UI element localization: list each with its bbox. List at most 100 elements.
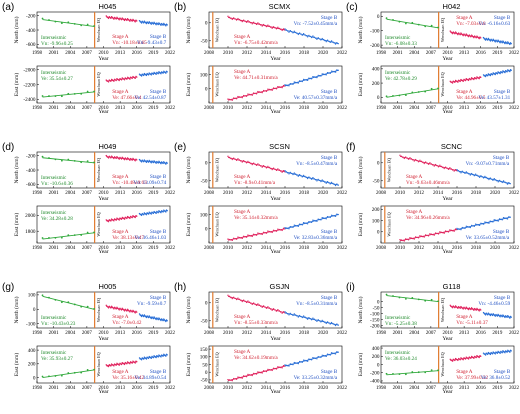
x-tick-label: 2008 (376, 246, 387, 251)
A-point (123, 19, 126, 22)
y-tick-label: 100 (200, 212, 208, 218)
y-tick-label: -200 (370, 43, 380, 49)
A-point (134, 362, 136, 364)
A-point (118, 79, 120, 82)
A-point (429, 233, 431, 235)
A-point (257, 163, 259, 165)
north-plot-frame (380, 151, 515, 189)
y-tick-label: 400 (28, 348, 36, 354)
A-point (237, 236, 239, 238)
x-tick-label: 2014 (261, 191, 272, 196)
x-tick-label: 2016 (476, 51, 487, 56)
A-point (281, 229, 283, 232)
x-tick-label: 1998 (376, 386, 387, 391)
A-point (241, 377, 243, 379)
A-point (277, 228, 279, 230)
B-point (297, 316, 299, 318)
inter-point (60, 159, 63, 162)
y-tick-label: 200 (372, 354, 380, 360)
x-tick-label: 2018 (299, 51, 310, 56)
A-title: Stage A (234, 349, 251, 355)
B-point (312, 75, 314, 78)
A-point (241, 300, 243, 303)
A-point (123, 79, 126, 81)
A-point (251, 374, 253, 377)
east-axis-label: East (mm) (13, 213, 20, 237)
A-point (462, 34, 464, 37)
A-point (134, 21, 136, 23)
A-point (129, 78, 131, 80)
B-point (316, 220, 318, 222)
A-point (129, 20, 131, 22)
x-tick-label: 2019 (148, 331, 159, 336)
y-tick-label: -400 (370, 379, 380, 385)
panel-letter: (g) (2, 282, 14, 293)
x-tick-label: 2010 (443, 386, 454, 391)
x-tick-label: 1998 (32, 106, 43, 111)
x-tick-label: 2019 (492, 106, 503, 111)
x-tick-label: 2010 (223, 386, 234, 391)
x-tick-label: 2019 (148, 246, 159, 251)
eq-label: Wenchuan EQ (214, 352, 219, 376)
inter-point (385, 95, 388, 98)
A-point (231, 379, 233, 382)
B-trend-line (139, 210, 168, 216)
B-point (155, 73, 157, 76)
y-tick-label: -100 (370, 311, 380, 317)
inter-trend-line (386, 88, 439, 98)
A-point (257, 232, 259, 234)
B-point (325, 182, 327, 184)
A-point (433, 165, 435, 167)
B-title: Stage B (150, 369, 167, 375)
y-tick-label: 400 (372, 346, 380, 352)
B-point (150, 213, 152, 215)
x-tick-label: 2004 (409, 106, 420, 111)
inter-trend-line (386, 295, 439, 303)
inter-point (86, 305, 89, 308)
A-trend-line (450, 31, 481, 39)
A-point (123, 310, 126, 312)
A-point (247, 300, 249, 302)
B-point (506, 183, 509, 185)
station-title: H042 (443, 2, 461, 11)
A-point (231, 239, 233, 242)
A-point (257, 22, 259, 24)
y-tick-label: -100 (370, 29, 380, 35)
B-point (293, 81, 296, 83)
B-point (497, 220, 499, 222)
A-trend-line (106, 361, 137, 367)
x-tick-label: 1998 (32, 191, 43, 196)
A-point (129, 217, 131, 220)
x-tick-label: 2022 (337, 331, 348, 336)
A-point (271, 89, 273, 91)
B-point (321, 37, 323, 40)
x-tick-label: 2020 (318, 386, 329, 391)
A-rate: Vn: -8.55±0.33mm/a (234, 320, 278, 326)
A-point (443, 232, 445, 234)
A-point (107, 157, 110, 159)
A-rate: Ve: 35.16±0.42 (112, 375, 144, 381)
A-point (467, 358, 470, 360)
B-point (325, 74, 327, 76)
inter-rate: Vn: -6.08±0.33 (385, 41, 417, 47)
A-point (261, 372, 263, 374)
B-trend-line (456, 216, 511, 230)
B-title: Stage B (493, 155, 510, 161)
A-point (267, 306, 269, 308)
inter-trend-line (386, 18, 439, 29)
x-tick-label: 2012 (414, 191, 425, 196)
x-tick-label: 2022 (509, 246, 520, 251)
x-tick-label: 2016 (476, 331, 487, 336)
B-point (504, 71, 506, 74)
B-rate: Ve: 34.89±0.54 (134, 375, 166, 381)
B-point (469, 226, 471, 229)
inter-point (60, 95, 63, 98)
B-point (284, 227, 286, 229)
x-tick-label: 2010 (99, 191, 110, 196)
B-point (504, 42, 506, 45)
east-axis-label: East (mm) (357, 353, 364, 377)
B-point (155, 318, 157, 321)
x-tick-label: 2001 (49, 246, 60, 251)
east-axis-label: East (mm) (185, 353, 192, 377)
